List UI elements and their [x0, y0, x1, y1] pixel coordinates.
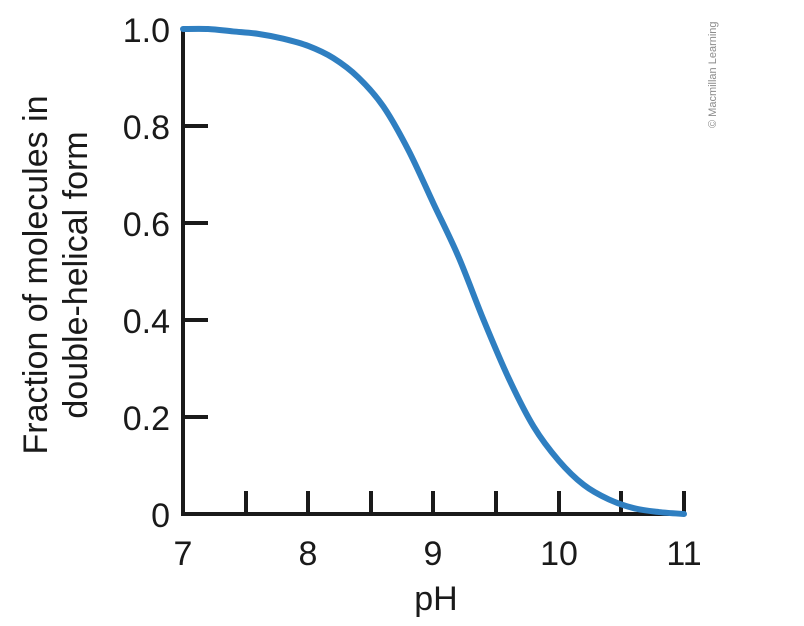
x-tick-label-7: 7: [174, 535, 193, 573]
x-axis-title: pH: [414, 580, 457, 618]
y-tick-label-0-8: 0.8: [123, 109, 170, 147]
y-axis-ticks: [183, 27, 208, 419]
x-tick-label-8: 8: [299, 535, 318, 573]
y-tick-label-0: 0: [151, 497, 170, 535]
axis-spines: [181, 27, 686, 516]
y-tick-label-1-0: 1.0: [123, 12, 170, 50]
y-axis-title-line2: double-helical form: [57, 131, 95, 418]
x-axis-ticks: [244, 491, 686, 514]
y-tick-label-0-2: 0.2: [123, 400, 170, 438]
x-tick-label-9: 9: [424, 535, 443, 573]
x-tick-label-11: 11: [666, 535, 701, 573]
y-axis-title-line1: Fraction of molecules in: [17, 95, 55, 454]
y-tick-label-0-4: 0.4: [123, 303, 170, 341]
denaturation-curve: [180, 25, 687, 517]
x-tick-label-10: 10: [540, 535, 578, 573]
copyright-credit: © Macmillan Learning: [707, 21, 719, 128]
y-tick-label-0-6: 0.6: [123, 206, 170, 244]
